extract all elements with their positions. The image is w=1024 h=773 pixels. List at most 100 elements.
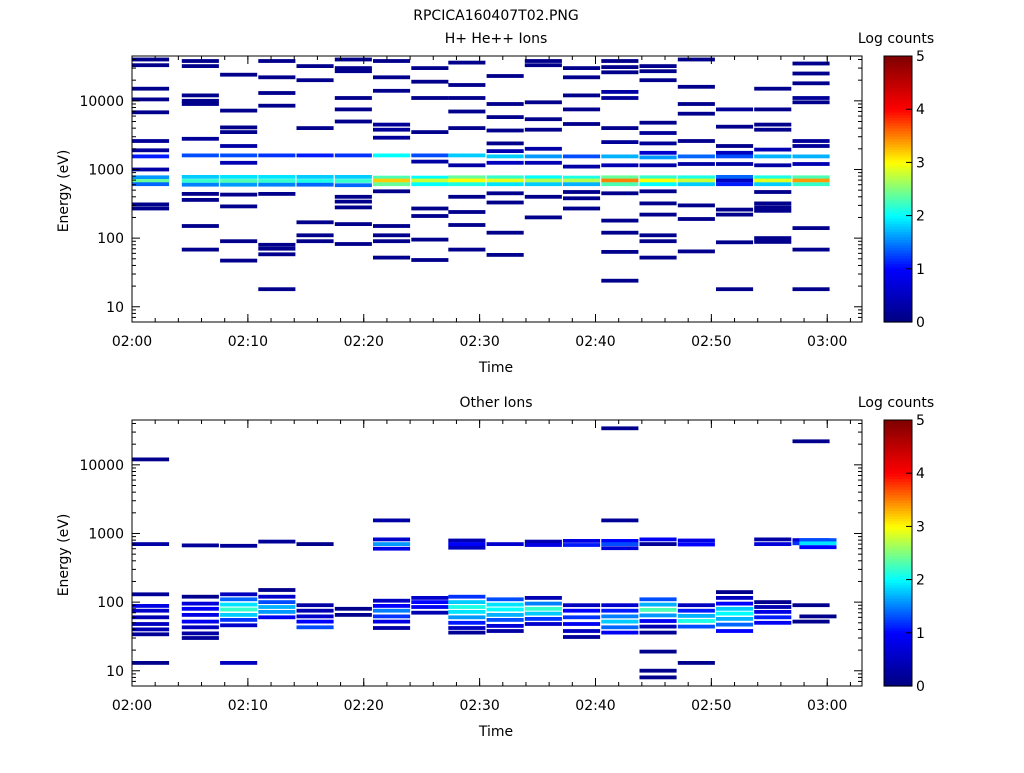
heatmap-cell: [601, 175, 639, 180]
colorbar-swatch: [884, 109, 912, 113]
heatmap-cell: [639, 602, 677, 607]
heatmap-cell: [677, 249, 715, 254]
heatmap-cell: [334, 183, 372, 188]
heatmap-cell: [716, 144, 754, 148]
colorbar-swatch: [884, 675, 912, 679]
heatmap-cell: [448, 175, 486, 180]
heatmap-cell: [601, 90, 639, 94]
colorbar-swatch: [884, 553, 912, 557]
heatmap-cell: [601, 96, 639, 100]
heatmap-cell: [373, 604, 411, 608]
colorbar-swatch: [884, 505, 912, 509]
colorbar-swatch: [884, 473, 912, 477]
colorbar-swatch: [884, 539, 912, 543]
heatmap-cell: [181, 631, 219, 636]
colorbar-swatch: [884, 451, 912, 456]
colorbar-swatch: [884, 77, 912, 81]
plot-frame: [131, 55, 863, 323]
heatmap-cell: [639, 649, 677, 654]
heatmap-cell: [373, 537, 411, 542]
heatmap-cell: [792, 182, 830, 187]
colorbar-swatch: [884, 443, 912, 448]
colorbar-swatch: [884, 670, 912, 674]
colorbar-swatch: [884, 271, 912, 275]
heatmap-cell: [754, 610, 792, 614]
colorbar-swatch: [884, 258, 912, 262]
colorbar-swatch: [884, 489, 912, 493]
colorbar-tick-label: 2: [916, 573, 925, 589]
heatmap-cell: [716, 162, 754, 166]
heatmap-cell: [132, 604, 170, 608]
heatmap-cell: [258, 594, 296, 599]
colorbar-tick-label: 2: [916, 209, 925, 225]
colorbar-swatch: [884, 266, 912, 270]
colorbar-swatch: [884, 234, 912, 238]
colorbar-swatch: [884, 133, 912, 137]
heatmap-cell: [181, 98, 219, 103]
heatmap-cell: [220, 618, 258, 622]
heatmap-cell: [716, 124, 754, 129]
colorbar-swatch: [884, 608, 912, 613]
heatmap-cell: [132, 179, 170, 183]
heatmap-cell: [754, 154, 792, 159]
heatmap-cell: [524, 117, 562, 122]
heatmap-cell: [601, 59, 639, 63]
heatmap-cell: [132, 57, 170, 62]
heatmap-cell: [639, 233, 677, 238]
colorbar-swatch: [884, 592, 912, 597]
heatmap-cell: [486, 160, 524, 165]
heatmap-cell: [132, 622, 170, 626]
heatmap-cell: [639, 675, 677, 680]
colorbar-swatch: [884, 287, 912, 291]
colorbar-swatch: [884, 90, 912, 94]
heatmap-cell: [601, 625, 639, 630]
heatmap-cell: [601, 140, 639, 144]
colorbar-swatch: [884, 191, 912, 195]
heatmap-cell: [258, 600, 296, 604]
heatmap-cell: [220, 597, 258, 602]
heatmap-cell: [296, 542, 334, 546]
heatmap-cell: [132, 148, 170, 153]
heatmap-cell: [411, 96, 449, 100]
heatmap-cell: [639, 189, 677, 194]
colorbar-swatch: [884, 308, 912, 312]
heatmap-cell: [639, 624, 677, 629]
heatmap-cell: [677, 84, 715, 89]
heatmap-cell: [220, 153, 258, 158]
colorbar-swatch: [884, 236, 912, 241]
heatmap-cell: [486, 200, 524, 205]
heatmap-cell: [132, 154, 170, 159]
heatmap-cell: [373, 608, 411, 613]
colorbar-swatch: [884, 446, 912, 450]
colorbar-swatch: [884, 635, 912, 639]
heatmap-cell: [296, 78, 334, 83]
heatmap-cell: [258, 91, 296, 95]
heatmap-cell: [132, 632, 170, 637]
heatmap-cell: [448, 60, 486, 65]
heatmap-cell: [563, 629, 601, 633]
colorbar-swatch: [884, 494, 912, 498]
colorbar-swatch: [884, 518, 912, 522]
heatmap-cell: [334, 199, 372, 204]
x-tick-label: 02:20: [344, 334, 384, 350]
colorbar-frame: [883, 419, 913, 687]
heatmap-cell: [296, 220, 334, 225]
heatmap-cell: [754, 605, 792, 609]
heatmap-cell: [411, 600, 449, 604]
colorbar-label: Log counts: [858, 395, 934, 411]
heatmap-cell: [296, 614, 334, 619]
heatmap-cell: [448, 247, 486, 252]
heatmap-cell: [792, 178, 830, 183]
colorbar-label: Log counts: [858, 31, 934, 47]
heatmap-cell: [792, 71, 830, 76]
x-tick-label: 02:20: [344, 698, 384, 714]
heatmap-cell: [486, 613, 524, 617]
heatmap-cell: [181, 136, 219, 141]
colorbar-swatch: [884, 218, 912, 222]
heatmap-cell: [296, 625, 334, 630]
heatmap-cell: [792, 619, 830, 624]
heatmap-cell: [373, 135, 411, 140]
panel-title: Other Ions: [459, 395, 532, 411]
heatmap-cell: [220, 72, 258, 77]
colorbar-swatch: [884, 244, 912, 249]
